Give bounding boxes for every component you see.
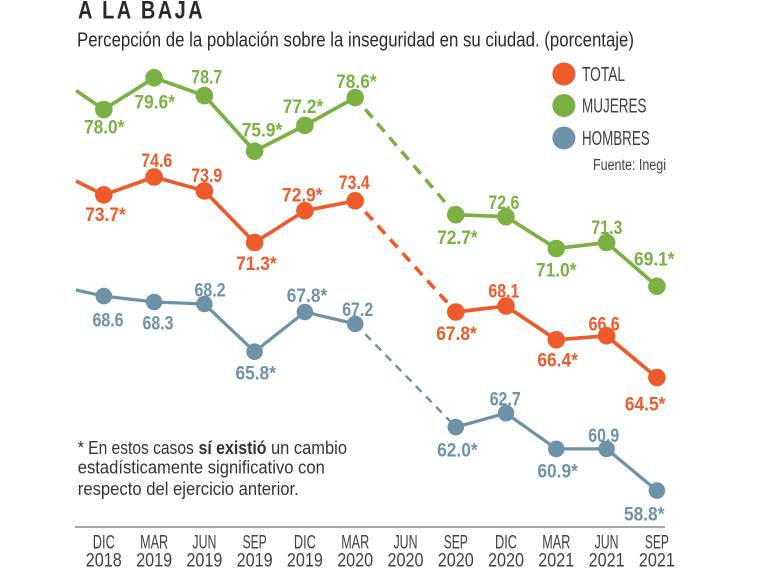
svg-text:MAR: MAR	[140, 533, 168, 554]
svg-text:MAR: MAR	[341, 533, 369, 554]
svg-text:2021: 2021	[639, 551, 675, 572]
svg-text:un cambio: un cambio	[271, 437, 347, 458]
svg-text:71.3*: 71.3*	[236, 254, 277, 275]
svg-text:72.6: 72.6	[488, 193, 519, 214]
svg-text:2020: 2020	[488, 551, 524, 572]
svg-text:2020: 2020	[337, 551, 373, 572]
svg-text:77.2*: 77.2*	[283, 97, 324, 118]
svg-text:68.3: 68.3	[143, 314, 174, 335]
svg-text:78.0*: 78.0*	[84, 118, 125, 139]
svg-text:62.7: 62.7	[490, 390, 521, 411]
svg-text:72.9*: 72.9*	[282, 186, 323, 207]
svg-text:73.9: 73.9	[191, 166, 222, 187]
svg-text:68.1: 68.1	[488, 281, 519, 302]
svg-text:2019: 2019	[136, 551, 172, 572]
svg-text:69.1*: 69.1*	[634, 250, 675, 271]
svg-text:73.4: 73.4	[339, 173, 370, 194]
svg-text:MAR: MAR	[542, 533, 570, 554]
svg-text:TOTAL: TOTAL	[582, 64, 625, 86]
svg-text:JUN: JUN	[192, 533, 216, 554]
svg-text:* En estos casos: * En estos casos	[78, 437, 194, 458]
svg-text:Percepción de la población sob: Percepción de la población sobre la inse…	[77, 30, 634, 52]
svg-text:73.7*: 73.7*	[85, 205, 126, 226]
svg-text:66.4*: 66.4*	[537, 351, 578, 372]
svg-text:60.9*: 60.9*	[537, 462, 578, 483]
svg-text:respecto del ejercicio anterio: respecto del ejercicio anterior.	[78, 478, 299, 499]
svg-text:74.6: 74.6	[141, 151, 172, 172]
svg-text:75.9*: 75.9*	[242, 120, 283, 141]
svg-text:2020: 2020	[438, 551, 474, 572]
svg-text:64.5*: 64.5*	[625, 394, 666, 415]
svg-text:2019: 2019	[186, 551, 222, 572]
svg-text:2021: 2021	[589, 551, 625, 572]
svg-text:71.3: 71.3	[591, 218, 622, 239]
svg-text:62.0*: 62.0*	[437, 441, 478, 462]
svg-text:SEP: SEP	[444, 533, 468, 554]
svg-text:68.2: 68.2	[195, 281, 226, 302]
svg-text:sí existió: sí existió	[199, 437, 267, 458]
svg-text:SEP: SEP	[645, 533, 669, 554]
svg-text:2021: 2021	[538, 551, 574, 572]
svg-text:66.6: 66.6	[589, 315, 620, 336]
svg-text:78.6*: 78.6*	[336, 72, 377, 93]
svg-text:2020: 2020	[388, 551, 424, 572]
svg-text:Fuente: Inegi: Fuente: Inegi	[593, 157, 666, 174]
svg-text:2018: 2018	[86, 551, 122, 572]
svg-text:68.6: 68.6	[93, 310, 124, 331]
svg-text:78.7: 78.7	[191, 68, 222, 89]
svg-text:DIC: DIC	[495, 533, 517, 554]
svg-text:HOMBRES: HOMBRES	[582, 128, 650, 150]
svg-text:67.2: 67.2	[342, 300, 373, 321]
svg-text:DIC: DIC	[294, 533, 316, 554]
svg-text:SEP: SEP	[243, 533, 267, 554]
svg-text:67.8*: 67.8*	[436, 324, 477, 345]
svg-text:58.8*: 58.8*	[624, 505, 665, 526]
svg-text:2019: 2019	[287, 551, 323, 572]
svg-text:MUJERES: MUJERES	[582, 96, 647, 118]
svg-text:72.7*: 72.7*	[437, 228, 478, 249]
svg-text:67.8*: 67.8*	[287, 286, 328, 307]
svg-text:JUN: JUN	[394, 533, 418, 554]
svg-text:60.9: 60.9	[588, 426, 619, 447]
svg-text:DIC: DIC	[93, 533, 115, 554]
svg-text:79.6*: 79.6*	[134, 93, 175, 114]
svg-text:65.8*: 65.8*	[235, 364, 276, 385]
svg-text:A LA BAJA: A LA BAJA	[78, 0, 205, 25]
svg-text:71.0*: 71.0*	[536, 261, 577, 282]
svg-text:2019: 2019	[237, 551, 273, 572]
svg-text:estadísticamente significativo: estadísticamente significativo con	[78, 457, 325, 478]
svg-text:JUN: JUN	[595, 533, 619, 554]
